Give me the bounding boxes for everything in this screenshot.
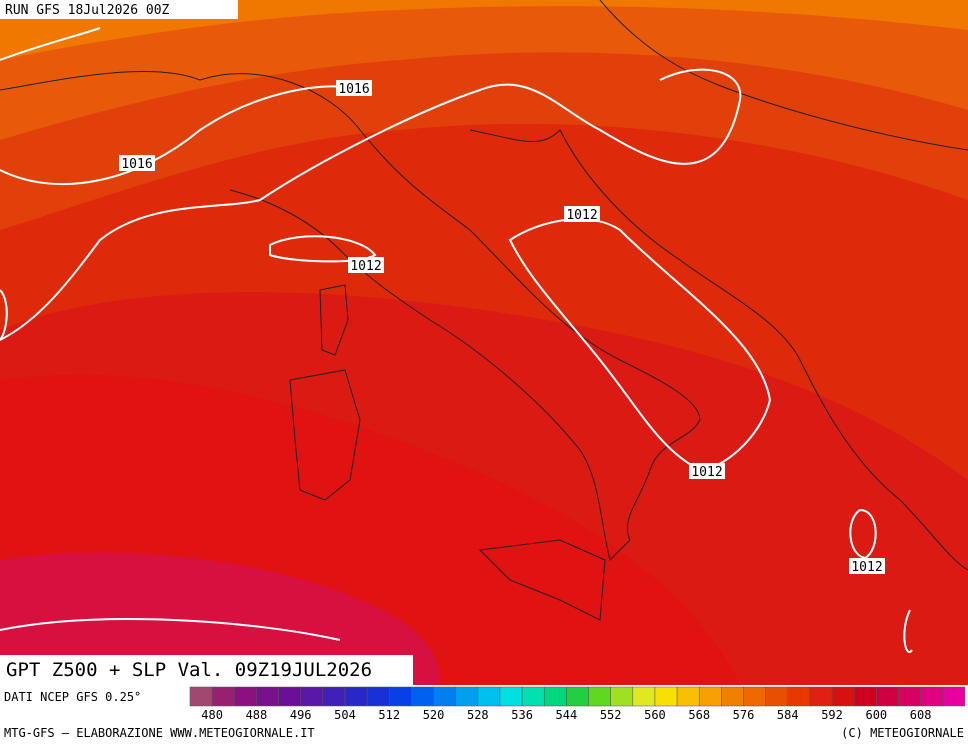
- colorbar-label: 520: [423, 708, 445, 722]
- colorbar-swatch: [366, 686, 390, 707]
- colorbar-swatch: [521, 686, 545, 707]
- isobar-label: 1012: [851, 560, 882, 575]
- colorbar-label: 480: [201, 708, 223, 722]
- title-box: [0, 655, 413, 685]
- colorbar-swatch: [278, 686, 301, 707]
- run-box: [0, 0, 238, 19]
- colorbar-swatch: [632, 686, 656, 707]
- colorbar-swatch: [876, 686, 899, 707]
- colorbar-label: 544: [556, 708, 578, 722]
- colorbar-swatch: [411, 686, 434, 707]
- colorbar-swatch: [831, 686, 855, 707]
- colorbar-swatch: [787, 686, 811, 707]
- colorbar-swatch: [322, 686, 346, 707]
- colorbar-swatch: [455, 686, 479, 707]
- colorbar-swatch: [654, 686, 678, 707]
- colorbar: 480 488 496 504 512 520 528 536 544 552 560 568 576 5…: [189, 686, 966, 722]
- isobar-label-box: [564, 206, 600, 222]
- isobar-label: 1012: [350, 259, 381, 274]
- isobars: [0, 27, 913, 653]
- isobar-label-box: [849, 558, 885, 574]
- colorbar-label: 568: [688, 708, 710, 722]
- colorbar-label: 560: [644, 708, 666, 722]
- colorbar-swatch: [499, 686, 523, 707]
- isobar-label: 1016: [338, 82, 369, 97]
- colorbar-swatch: [189, 686, 213, 707]
- colorbar-swatch: [477, 686, 501, 707]
- coastlines: [0, 0, 968, 621]
- footer-right: (C) METEOGIORNALE: [841, 726, 964, 740]
- isobar-label: 1016: [121, 157, 152, 172]
- colorbar-label: 528: [467, 708, 489, 722]
- isobar-label-box: [689, 463, 725, 479]
- colorbar-label: 488: [246, 708, 268, 722]
- colorbar-swatch: [588, 686, 611, 707]
- isobar-label: 1012: [691, 465, 722, 480]
- colorbar-label: 592: [821, 708, 843, 722]
- colorbar-swatch: [920, 686, 944, 707]
- colorbar-swatch: [433, 686, 456, 707]
- field-bands: [0, 0, 968, 685]
- colorbar-swatch: [234, 686, 257, 707]
- colorbar-swatch: [809, 686, 833, 707]
- colorbar-label: 552: [600, 708, 622, 722]
- colorbar-label: 584: [777, 708, 799, 722]
- colorbar-label: 608: [910, 708, 932, 722]
- run-label: RUN GFS 18Jul2026 00Z: [5, 3, 170, 18]
- isobar-label: 1012: [566, 208, 597, 223]
- colorbar-label: 496: [290, 708, 312, 722]
- colorbar-swatch: [721, 686, 744, 707]
- colorbar-label: 512: [378, 708, 400, 722]
- colorbar-label: 504: [334, 708, 356, 722]
- colorbar-swatch: [898, 686, 921, 707]
- colorbar-swatch: [300, 686, 324, 707]
- colorbar-label: 576: [733, 708, 755, 722]
- colorbar-label: 536: [511, 708, 533, 722]
- map-title: GPT Z500 + SLP Val. 09Z19JUL2026: [6, 659, 372, 681]
- isobar-label-box: [336, 80, 372, 96]
- isobar-label-box: [348, 257, 384, 273]
- colorbar-label: 600: [865, 708, 887, 722]
- colorbar-swatch: [211, 686, 235, 707]
- colorbar-swatch: [765, 686, 789, 707]
- colorbar-swatch: [344, 686, 368, 707]
- colorbar-swatch: [566, 686, 589, 707]
- colorbar-swatch: [942, 686, 966, 707]
- isobar-label-box: [119, 155, 155, 171]
- colorbar-swatch: [389, 686, 412, 707]
- colorbar-swatch: [743, 686, 766, 707]
- colorbar-swatch: [698, 686, 722, 707]
- colorbar-swatch: [543, 686, 567, 707]
- isobar-labels: 1016 1016 1012 1012 1012 1012: [119, 80, 885, 575]
- colorbar-swatch: [853, 686, 877, 707]
- colorbar-swatch: [610, 686, 634, 707]
- data-source: DATI NCEP GFS 0.25°: [4, 690, 141, 704]
- footer-left: MTG-GFS — ELABORAZIONE WWW.METEOGIORNALE…: [4, 726, 315, 740]
- colorbar-swatch: [256, 686, 279, 707]
- colorbar-swatch: [676, 686, 700, 707]
